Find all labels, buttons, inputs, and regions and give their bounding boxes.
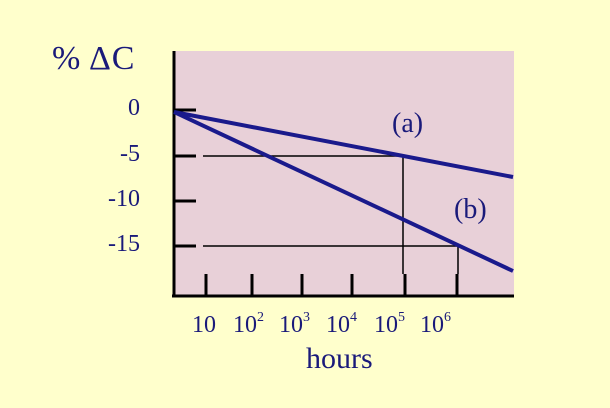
reference-lines (203, 155, 459, 274)
x-tick-10e5: 105 (374, 310, 405, 338)
plot-area (173, 51, 514, 296)
axes (172, 51, 514, 298)
x-tick-10e4: 104 (326, 310, 357, 338)
x-tick-10e6: 106 (420, 310, 451, 338)
series-a-label: (a) (392, 108, 424, 139)
y-tick-minus5: -5 (120, 141, 140, 167)
x-tick-10e3: 103 (279, 310, 310, 338)
x-tick-10: 10 (192, 312, 216, 338)
series-b-label: (b) (454, 194, 487, 225)
x-axis-title: hours (306, 342, 373, 375)
y-tick-minus10: -10 (108, 186, 140, 212)
x-tick-10e2: 102 (233, 310, 264, 338)
y-axis-title: % ΔC (52, 40, 136, 77)
series-a-line (173, 110, 514, 179)
y-tick-minus15: -15 (108, 231, 140, 257)
y-tick-0: 0 (128, 95, 140, 121)
series-b-line (173, 110, 514, 273)
